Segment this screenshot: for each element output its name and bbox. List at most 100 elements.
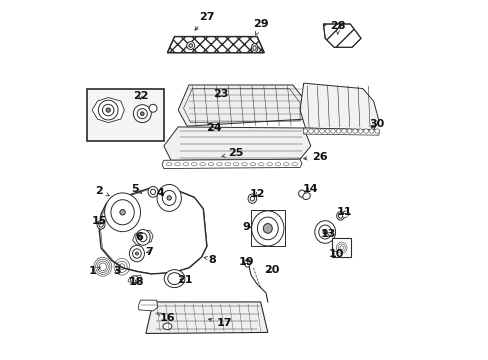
Ellipse shape	[120, 210, 125, 215]
Text: 27: 27	[195, 12, 214, 30]
Ellipse shape	[224, 163, 230, 166]
Ellipse shape	[325, 129, 329, 133]
Ellipse shape	[130, 276, 138, 283]
Ellipse shape	[341, 129, 346, 133]
Ellipse shape	[313, 129, 318, 133]
Ellipse shape	[162, 190, 176, 206]
Ellipse shape	[208, 163, 213, 166]
Ellipse shape	[167, 196, 171, 200]
Text: 11: 11	[336, 207, 352, 217]
Text: 5: 5	[131, 184, 142, 194]
Text: 13: 13	[321, 229, 336, 239]
Ellipse shape	[275, 163, 280, 166]
Ellipse shape	[216, 163, 222, 166]
Ellipse shape	[99, 222, 103, 227]
Ellipse shape	[102, 104, 114, 116]
Text: 23: 23	[213, 89, 228, 99]
Polygon shape	[323, 24, 360, 47]
Polygon shape	[162, 159, 301, 168]
Polygon shape	[178, 85, 305, 126]
Bar	[86, 89, 163, 140]
Ellipse shape	[368, 129, 373, 133]
Polygon shape	[300, 83, 378, 130]
Polygon shape	[139, 300, 158, 311]
Text: 16: 16	[157, 313, 175, 323]
Text: 12: 12	[249, 189, 264, 199]
Ellipse shape	[106, 108, 110, 112]
Polygon shape	[341, 211, 349, 218]
Ellipse shape	[266, 163, 272, 166]
Ellipse shape	[164, 270, 184, 288]
Ellipse shape	[314, 221, 335, 243]
Ellipse shape	[338, 213, 342, 218]
Polygon shape	[303, 128, 378, 135]
Polygon shape	[163, 127, 310, 160]
Text: 10: 10	[327, 248, 343, 258]
Text: 8: 8	[203, 255, 216, 265]
Ellipse shape	[323, 230, 326, 234]
Ellipse shape	[157, 184, 181, 211]
Text: 21: 21	[177, 275, 193, 285]
Ellipse shape	[363, 129, 368, 133]
Ellipse shape	[291, 163, 297, 166]
Text: 24: 24	[206, 123, 222, 133]
Ellipse shape	[302, 193, 310, 199]
Text: 19: 19	[238, 257, 254, 267]
Ellipse shape	[166, 163, 172, 166]
Ellipse shape	[283, 163, 288, 166]
Text: 20: 20	[263, 265, 279, 275]
Ellipse shape	[150, 189, 155, 194]
Ellipse shape	[298, 190, 305, 197]
Ellipse shape	[319, 129, 324, 133]
Ellipse shape	[374, 129, 379, 133]
Polygon shape	[132, 230, 153, 245]
Ellipse shape	[233, 163, 239, 166]
Bar	[332, 238, 350, 257]
Ellipse shape	[251, 211, 284, 246]
Ellipse shape	[336, 129, 340, 133]
Ellipse shape	[251, 44, 257, 53]
Bar	[250, 211, 285, 246]
Text: 6: 6	[135, 232, 142, 242]
Ellipse shape	[352, 129, 357, 133]
Text: 18: 18	[129, 277, 144, 287]
Ellipse shape	[252, 46, 256, 50]
Text: 29: 29	[252, 19, 268, 35]
Text: 14: 14	[303, 184, 318, 194]
Ellipse shape	[250, 196, 254, 201]
Ellipse shape	[358, 129, 362, 133]
Ellipse shape	[140, 112, 144, 116]
Ellipse shape	[133, 105, 151, 123]
Ellipse shape	[167, 273, 181, 284]
Ellipse shape	[186, 41, 194, 49]
Text: 22: 22	[132, 91, 148, 101]
Text: 30: 30	[369, 120, 384, 129]
Text: 9: 9	[242, 222, 250, 231]
Ellipse shape	[183, 163, 188, 166]
Text: 7: 7	[145, 247, 153, 257]
Ellipse shape	[163, 323, 171, 329]
Ellipse shape	[249, 163, 255, 166]
Text: 26: 26	[303, 152, 327, 162]
Ellipse shape	[139, 233, 147, 242]
Ellipse shape	[258, 163, 264, 166]
Ellipse shape	[247, 194, 256, 203]
Polygon shape	[92, 98, 124, 123]
Ellipse shape	[174, 163, 180, 166]
Text: 3: 3	[113, 266, 121, 276]
Ellipse shape	[257, 217, 278, 240]
Text: 28: 28	[329, 21, 345, 34]
Ellipse shape	[136, 229, 150, 245]
Ellipse shape	[97, 221, 105, 229]
Ellipse shape	[336, 212, 344, 220]
Text: 25: 25	[222, 148, 243, 158]
Text: 2: 2	[95, 186, 109, 196]
Polygon shape	[167, 37, 264, 53]
Ellipse shape	[111, 200, 134, 225]
Ellipse shape	[188, 44, 192, 47]
Ellipse shape	[318, 225, 331, 239]
Text: 4: 4	[156, 188, 164, 198]
Ellipse shape	[330, 129, 335, 133]
Ellipse shape	[241, 163, 247, 166]
Ellipse shape	[346, 129, 351, 133]
